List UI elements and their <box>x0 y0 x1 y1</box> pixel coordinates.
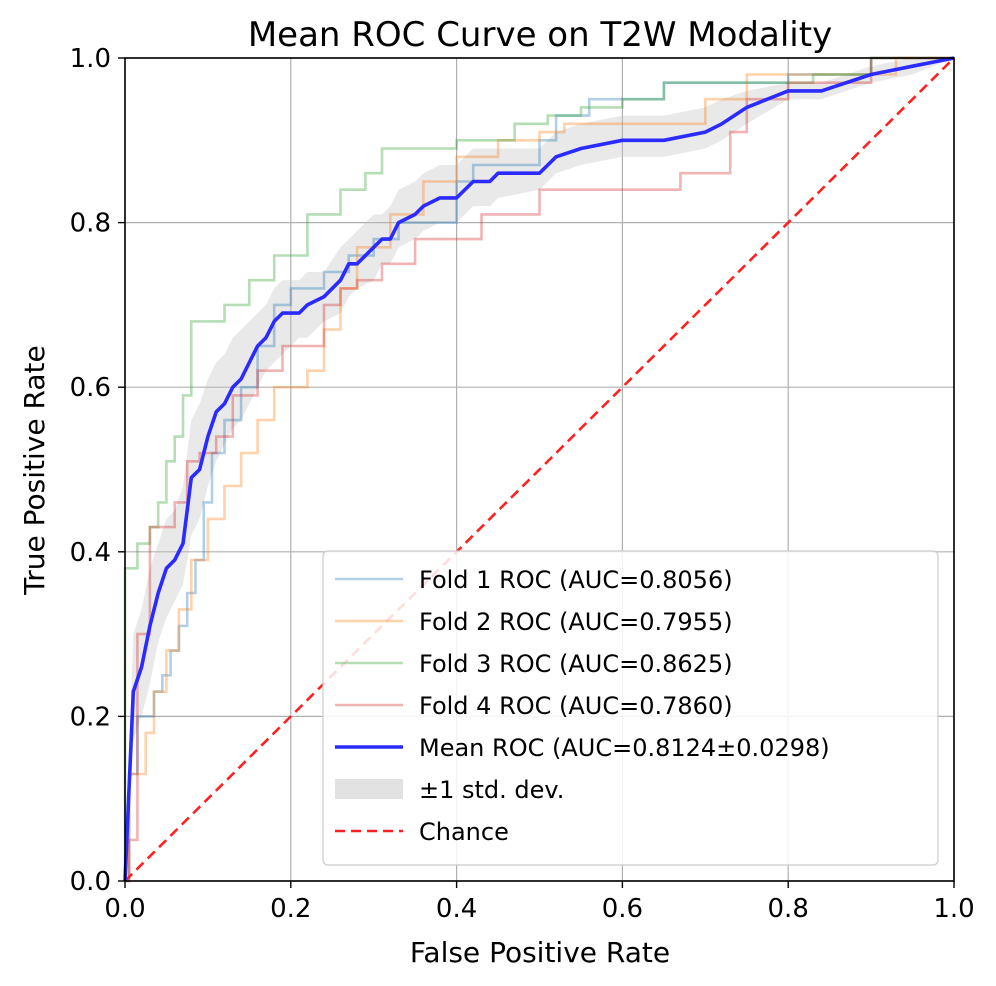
y-tick-label: 0.0 <box>70 867 111 897</box>
legend-label-3: Fold 4 ROC (AUC=0.7860) <box>419 692 733 720</box>
std-band-layer <box>125 58 954 881</box>
y-tick-label: 0.8 <box>70 209 111 239</box>
legend-label-0: Fold 1 ROC (AUC=0.8056) <box>419 566 733 594</box>
chart-title: Mean ROC Curve on T2W Modality <box>248 15 832 55</box>
x-tick-label: 0.8 <box>768 894 809 924</box>
mean-layer <box>123 56 955 882</box>
legend: Fold 1 ROC (AUC=0.8056) Fold 2 ROC (AUC=0… <box>322 550 939 866</box>
y-tick-label: 1.0 <box>70 44 111 74</box>
x-tick-label: 0.6 <box>602 894 643 924</box>
legend-label-4: Mean ROC (AUC=0.8124±0.0298) <box>419 734 830 762</box>
fold-curves <box>123 56 954 883</box>
legend-label-2: Fold 3 ROC (AUC=0.8625) <box>419 650 733 678</box>
legend-label-5: ±1 std. dev. <box>419 776 564 804</box>
x-tick-label: 1.0 <box>933 894 974 924</box>
legend-swatch-std <box>335 779 403 799</box>
plot-frame <box>124 57 955 882</box>
mean-roc-line <box>123 56 955 882</box>
chance-line <box>124 57 955 882</box>
y-axis-label: True Positive Rate <box>18 345 51 595</box>
fold-3-roc-line <box>125 56 954 883</box>
x-tick-label: 0.2 <box>270 894 311 924</box>
std-dev-band <box>125 58 954 881</box>
x-tick-label: 0.0 <box>104 894 145 924</box>
y-tick-label: 0.2 <box>70 702 111 732</box>
x-axis-label: False Positive Rate <box>410 936 670 969</box>
y-tick-label: 0.4 <box>70 538 111 568</box>
legend-label-1: Fold 2 ROC (AUC=0.7955) <box>419 608 733 636</box>
y-axis-ticks: 0.0 0.2 0.4 0.6 0.8 1.0 <box>70 44 125 897</box>
fold-2-roc-line <box>123 56 954 881</box>
y-tick-label: 0.6 <box>70 373 111 403</box>
fold-0-roc-line <box>125 56 954 883</box>
x-tick-label: 0.4 <box>436 894 477 924</box>
legend-label-6: Chance <box>419 818 509 846</box>
chance-layer <box>124 57 955 882</box>
legend-frame <box>322 550 939 866</box>
grid <box>124 57 955 882</box>
fold-1-roc-line <box>125 56 954 883</box>
x-axis-ticks: 0.0 0.2 0.4 0.6 0.8 1.0 <box>104 881 975 924</box>
